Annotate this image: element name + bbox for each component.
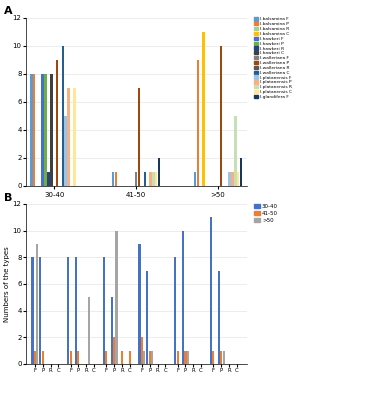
- Text: B: B: [4, 193, 12, 203]
- Bar: [135, 172, 137, 186]
- Bar: [212, 351, 215, 364]
- Bar: [184, 351, 187, 364]
- Bar: [47, 172, 50, 186]
- Bar: [149, 172, 152, 186]
- Bar: [152, 172, 155, 186]
- Bar: [33, 74, 35, 186]
- Legend: I.balsamina F, I.balsamina P, I.balsamina R, I.balsamina C, I.hawkeri F, I.hawke: I.balsamina F, I.balsamina P, I.balsamin…: [253, 17, 292, 100]
- Bar: [210, 217, 212, 364]
- Bar: [155, 172, 158, 186]
- Bar: [234, 116, 237, 186]
- Bar: [138, 244, 141, 364]
- Bar: [158, 158, 160, 186]
- Y-axis label: Numbers of the types: Numbers of the types: [4, 246, 10, 322]
- Bar: [220, 351, 222, 364]
- Bar: [31, 257, 33, 364]
- Bar: [36, 244, 38, 364]
- Bar: [194, 172, 197, 186]
- Bar: [223, 351, 225, 364]
- Bar: [177, 351, 179, 364]
- Legend: 30-40, 41-50, >50: 30-40, 41-50, >50: [254, 204, 279, 223]
- Bar: [105, 351, 107, 364]
- Bar: [73, 88, 75, 186]
- Bar: [110, 297, 113, 364]
- Bar: [228, 172, 231, 186]
- Bar: [115, 172, 117, 186]
- Bar: [75, 257, 77, 364]
- Bar: [61, 46, 64, 186]
- Bar: [45, 74, 47, 186]
- Bar: [146, 271, 148, 364]
- Bar: [34, 351, 36, 364]
- Bar: [42, 74, 44, 186]
- Bar: [42, 351, 44, 364]
- Bar: [30, 74, 32, 186]
- Bar: [67, 88, 70, 186]
- Bar: [56, 60, 59, 186]
- Bar: [113, 337, 115, 364]
- Bar: [174, 257, 176, 364]
- Bar: [151, 351, 153, 364]
- Bar: [77, 351, 79, 364]
- Bar: [138, 88, 140, 186]
- Text: A: A: [4, 6, 12, 16]
- Bar: [237, 172, 240, 186]
- Bar: [220, 46, 222, 186]
- Bar: [202, 32, 205, 186]
- Bar: [187, 351, 189, 364]
- Bar: [39, 257, 41, 364]
- Bar: [112, 172, 114, 186]
- Bar: [103, 257, 105, 364]
- Bar: [231, 172, 234, 186]
- Bar: [128, 351, 131, 364]
- Bar: [50, 74, 53, 186]
- Bar: [240, 158, 242, 186]
- Bar: [182, 231, 184, 364]
- Bar: [88, 297, 90, 364]
- Bar: [121, 351, 123, 364]
- Bar: [67, 257, 69, 364]
- Bar: [116, 231, 118, 364]
- Bar: [144, 172, 146, 186]
- Bar: [64, 116, 67, 186]
- Bar: [70, 351, 72, 364]
- Bar: [217, 271, 220, 364]
- Bar: [143, 351, 145, 364]
- Bar: [197, 60, 199, 186]
- Bar: [149, 351, 151, 364]
- Bar: [141, 337, 143, 364]
